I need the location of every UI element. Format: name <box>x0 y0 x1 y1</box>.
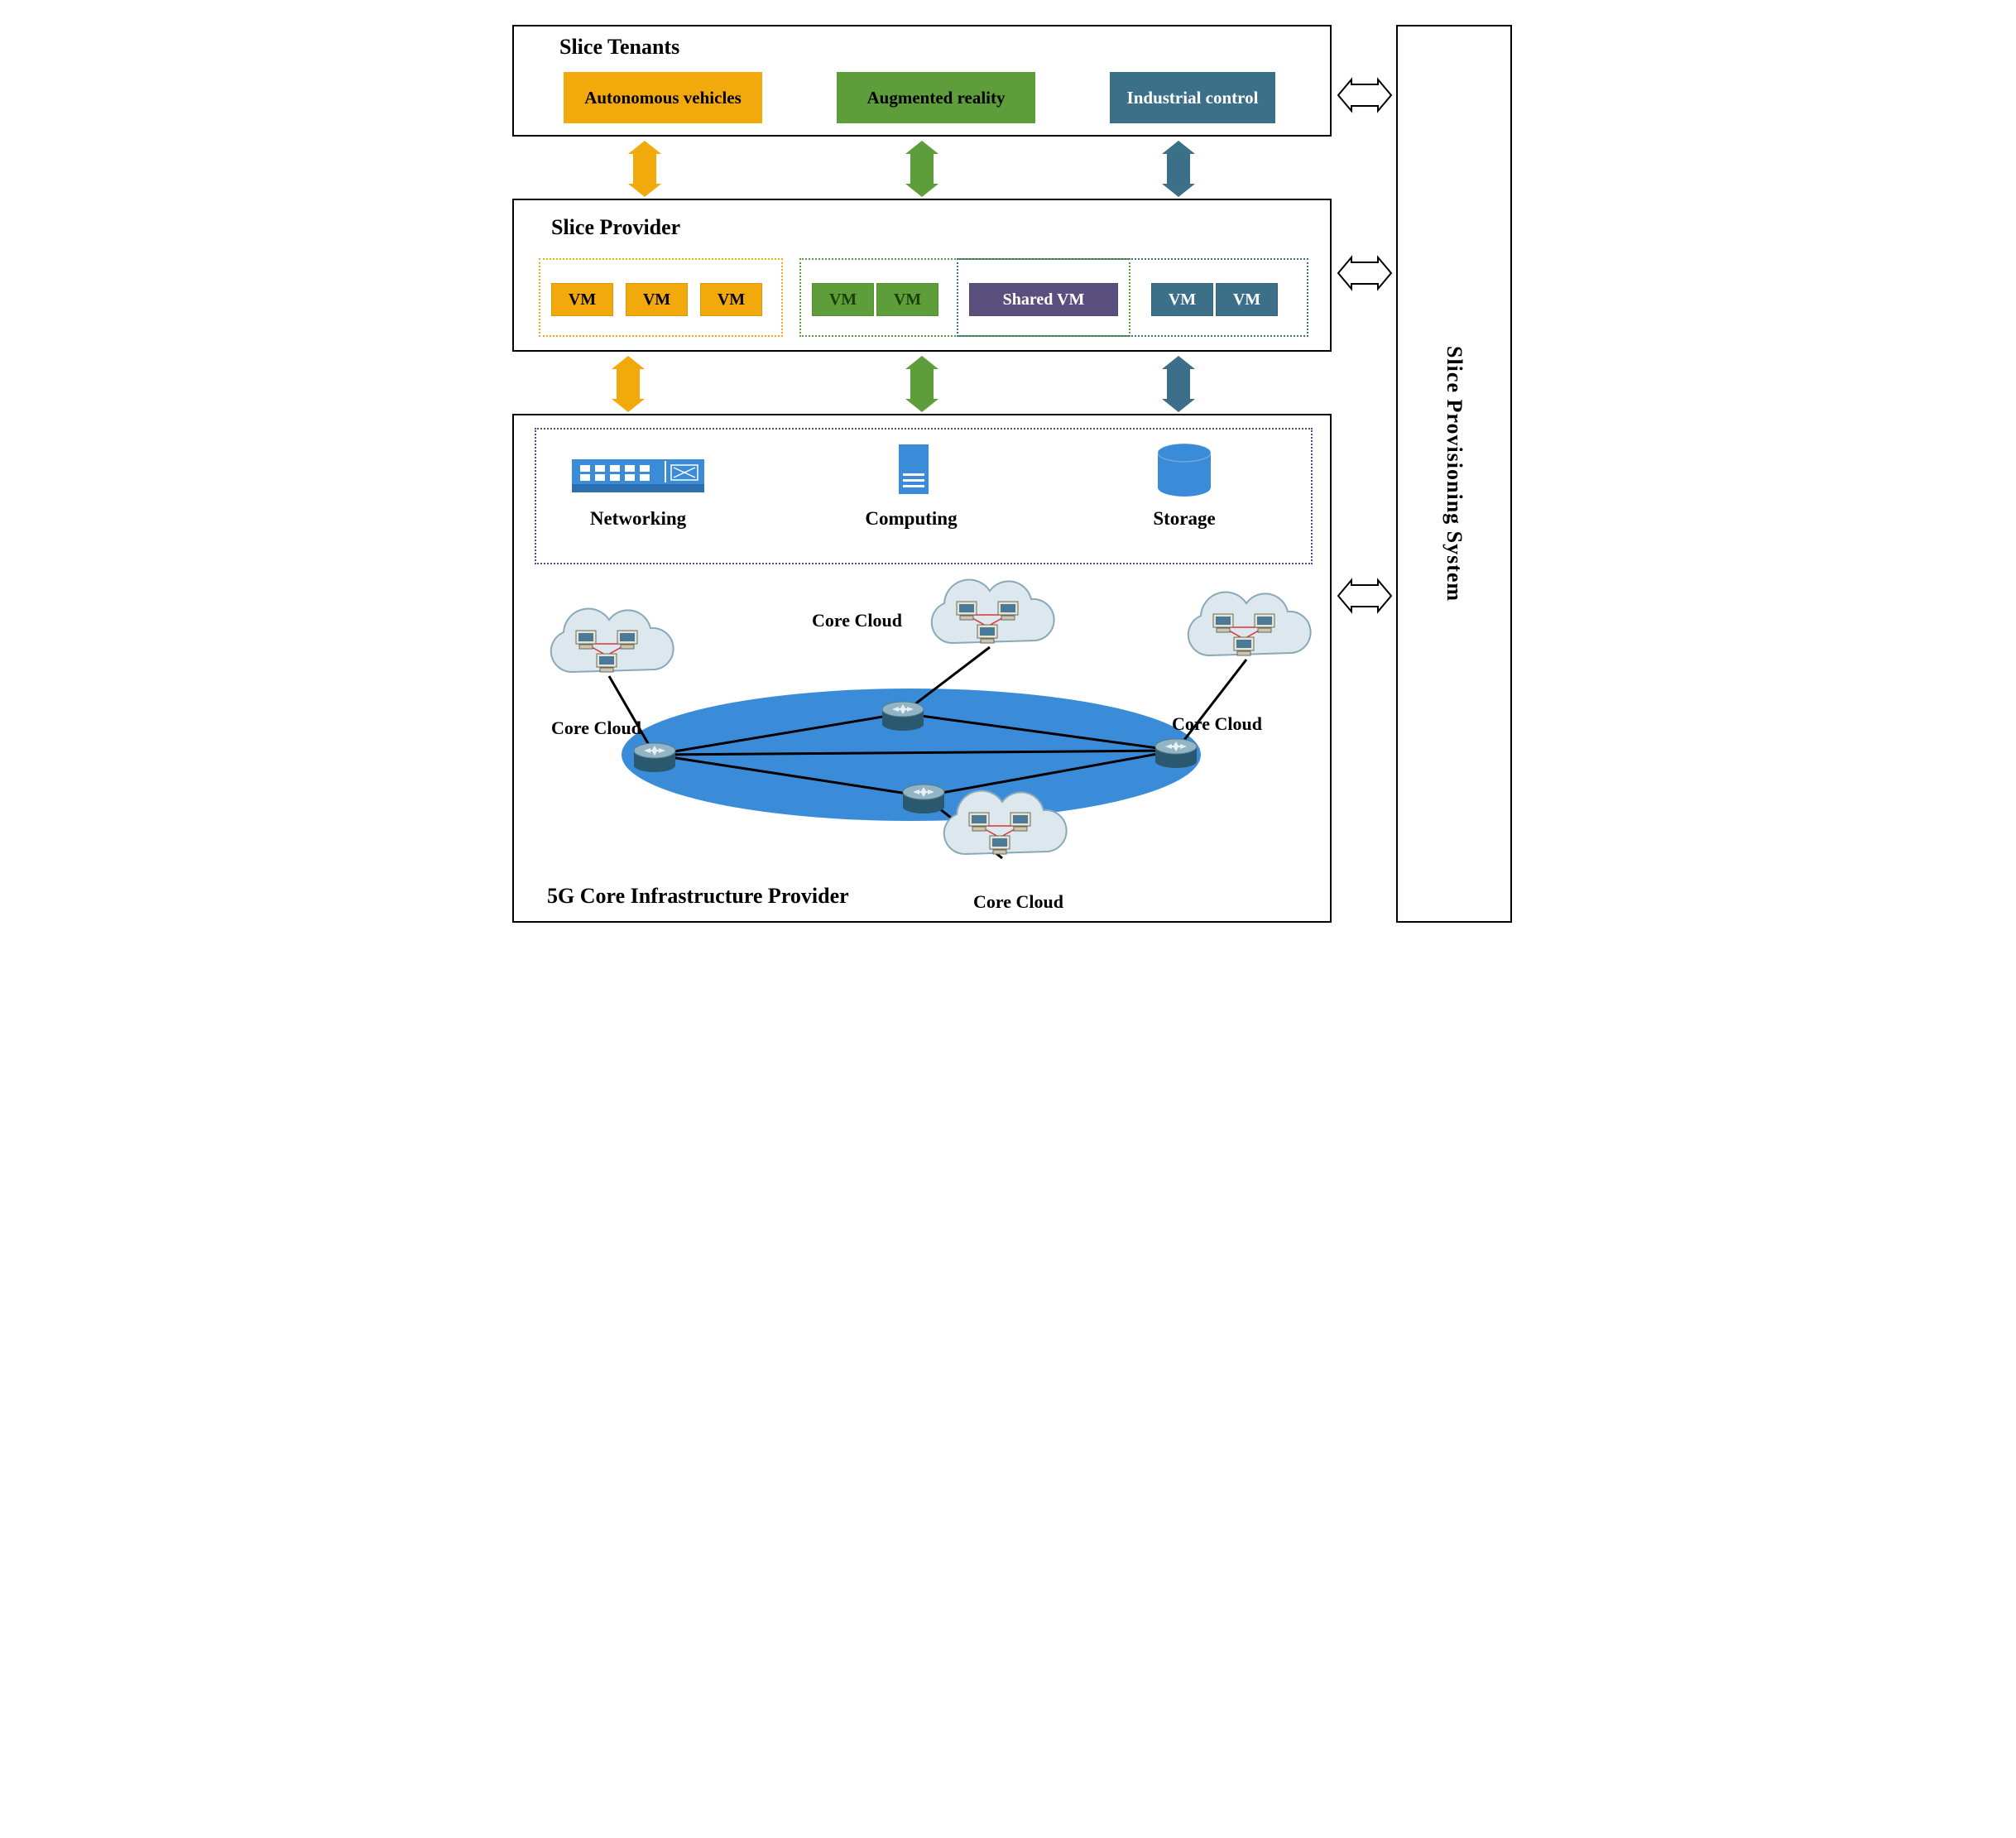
double-arrow-horizontal <box>1338 580 1391 612</box>
side-arrows <box>504 17 1512 935</box>
double-arrow-horizontal <box>1338 257 1391 289</box>
double-arrow-horizontal <box>1338 79 1391 111</box>
diagram-root: Slice Tenants Autonomous vehiclesAugment… <box>504 17 1512 935</box>
